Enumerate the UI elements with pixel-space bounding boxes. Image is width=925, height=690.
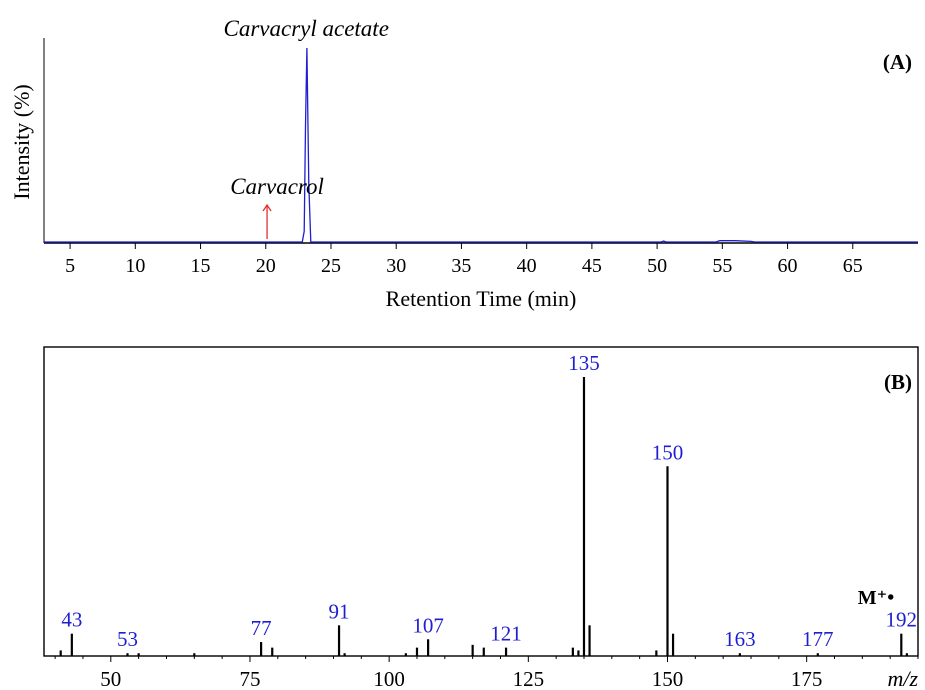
chromatogram-x-tick-label: 65 — [843, 255, 863, 277]
peak-label-carvacrol: Carvacrol — [230, 174, 324, 199]
mass-spectrum-x-tick-label: 150 — [652, 667, 684, 690]
mass-spectrum-peak-labels: 43 53 77 91 107 121 135 150 163 177 192 — [61, 351, 917, 651]
mass-spectrum-peak-label: 192 — [886, 608, 918, 632]
mass-spectrum-x-tick-label: 175 — [791, 667, 823, 690]
chromatogram-x-tick-label: 55 — [712, 255, 732, 277]
mass-spectrum-x-tick-label: 75 — [239, 667, 260, 690]
panel-a-label: (A) — [883, 50, 912, 74]
chromatogram-x-axis-label: Retention Time (min) — [386, 286, 577, 311]
mass-spectrum-x-axis-label: m/z — [887, 666, 918, 690]
chromatogram-x-tick-label: 30 — [386, 255, 406, 277]
chromatogram-x-tick-label: 60 — [778, 255, 798, 277]
mass-spectrum-peak-label: 91 — [329, 599, 350, 623]
mass-spectrum-x-tick-label: 125 — [513, 667, 545, 690]
chromatogram-x-tick-label: 40 — [517, 255, 537, 277]
mass-spectrum-peak-label: 43 — [61, 608, 82, 632]
mass-spectrum-peak-label: 53 — [117, 627, 138, 651]
carvacrol-arrow-head — [262, 203, 272, 212]
mass-spectrum-peak-label: 163 — [724, 627, 756, 651]
mass-spectrum-peak-label: 77 — [251, 616, 272, 640]
mass-spectrum-peak-label: 150 — [652, 440, 684, 464]
mass-spectrum-bars — [59, 377, 908, 656]
chromatogram-x-tick-label: 35 — [451, 255, 471, 277]
chromatogram-x-tick-label: 5 — [65, 255, 75, 277]
chromatogram-y-axis-label: Intensity (%) — [9, 84, 34, 199]
mass-spectrum-peak-label: 177 — [802, 627, 834, 651]
mass-spectrum-panel: 50 75 100 125 150 175 43 53 77 91 107 121 135 150 163… — [43, 346, 919, 690]
chromatogram-trace — [44, 47, 918, 243]
panel-b-label: (B) — [884, 370, 912, 394]
mass-spectrum-x-tick-label: 50 — [100, 667, 121, 690]
mass-spectrum-x-ticks — [54, 656, 919, 662]
peak-label-carvacryl-acetate: Carvacryl acetate — [223, 16, 388, 41]
chromatogram-x-tick-label: 50 — [647, 255, 667, 277]
chromatogram-x-tick-label: 15 — [191, 255, 211, 277]
carvacrol-arrow-icon — [262, 203, 272, 239]
chromatogram-x-tick-label: 45 — [582, 255, 602, 277]
chromatogram-x-ticks — [69, 243, 854, 249]
chromatogram-x-tick-label: 25 — [321, 255, 341, 277]
molecular-ion-label: M⁺• — [858, 587, 894, 609]
mass-spectrum-frame — [43, 346, 919, 657]
mass-spectrum-peak-label: 135 — [568, 351, 600, 375]
chromatogram-x-tick-label: 10 — [125, 255, 145, 277]
chromatogram-x-tick-label: 20 — [256, 255, 276, 277]
chromatogram-x-tick-labels: 5 10 15 20 25 30 35 40 45 50 55 60 65 — [65, 255, 863, 277]
chromatogram-panel: 5 10 15 20 25 30 35 40 45 50 55 60 65 (A) Retention … — [9, 16, 918, 311]
mass-spectrum-x-tick-labels: 50 75 100 125 150 175 — [100, 667, 822, 690]
mass-spectrum-x-tick-label: 100 — [373, 667, 405, 690]
mass-spectrum-peak-label: 121 — [490, 622, 522, 646]
mass-spectrum-peak-label: 107 — [412, 613, 444, 637]
